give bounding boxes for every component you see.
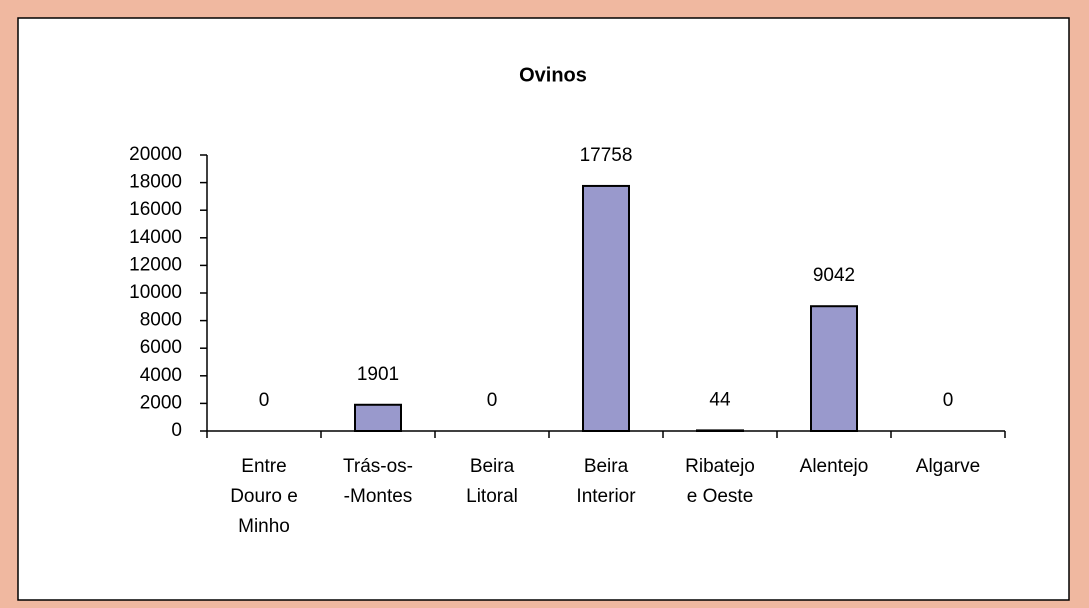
value-label: 0 <box>943 390 954 411</box>
value-label: 1901 <box>357 364 399 385</box>
x-tick-label: -Montes <box>344 486 413 507</box>
y-tick-label: 2000 <box>140 392 182 413</box>
y-tick-label: 8000 <box>140 310 182 331</box>
y-tick-label: 18000 <box>129 172 182 193</box>
x-tick-label: Entre <box>241 456 286 477</box>
y-tick-label: 20000 <box>129 144 182 165</box>
y-tick-label: 12000 <box>129 254 182 275</box>
x-tick-label: Alentejo <box>800 456 869 477</box>
x-tick-label: Beira <box>470 456 515 477</box>
bar <box>810 305 858 432</box>
value-label: 44 <box>709 389 731 410</box>
value-label: 9042 <box>813 265 855 286</box>
chart-area <box>17 17 1070 601</box>
value-label: 0 <box>487 390 498 411</box>
x-tick-label: Litoral <box>466 486 518 507</box>
x-tick-label: e Oeste <box>687 486 754 507</box>
bar <box>354 403 402 433</box>
y-tick-label: 0 <box>171 420 182 441</box>
value-label: 0 <box>259 390 270 411</box>
x-tick-label: Trás-os- <box>343 456 413 477</box>
bar <box>582 184 630 432</box>
y-tick-label: 4000 <box>140 365 182 386</box>
x-tick-label: Douro e <box>230 486 298 507</box>
x-tick-label: Ribatejo <box>685 456 755 477</box>
x-tick-label: Minho <box>238 516 290 537</box>
y-tick-label: 10000 <box>129 282 182 303</box>
x-tick-label: Algarve <box>916 456 980 477</box>
x-tick-label: Interior <box>576 486 636 507</box>
bar <box>696 429 744 432</box>
chart-title: Ovinos <box>519 64 587 86</box>
x-tick-label: Beira <box>584 456 629 477</box>
y-tick-label: 14000 <box>129 227 182 248</box>
y-tick-label: 16000 <box>129 199 182 220</box>
value-label: 17758 <box>580 145 633 166</box>
y-tick-label: 6000 <box>140 337 182 358</box>
